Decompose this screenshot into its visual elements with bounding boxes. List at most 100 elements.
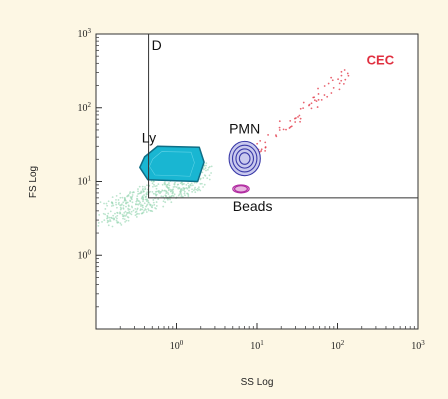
x-tick-label: 102 [331, 339, 345, 352]
debris-point [146, 191, 149, 194]
debris-point [127, 208, 130, 211]
cec-event-point [267, 134, 269, 136]
cec-event-point [278, 120, 281, 123]
debris-point [203, 174, 206, 177]
cec-event-point [302, 107, 305, 110]
debris-point [104, 208, 107, 210]
debris-point [150, 180, 153, 183]
debris-point [108, 216, 111, 219]
debris-point [203, 168, 205, 171]
debris-point [166, 191, 169, 194]
debris-point [144, 188, 146, 191]
cec-event-point [340, 79, 343, 82]
cec-event-point [323, 85, 326, 87]
debris-point [175, 186, 178, 189]
debris-point [124, 215, 127, 217]
debris-point [130, 197, 133, 200]
debris-point [171, 191, 174, 194]
debris-point [142, 187, 144, 190]
debris-point [107, 224, 110, 227]
debris-point [126, 212, 129, 214]
cec-event-point [320, 98, 323, 101]
pmn-population-contour [228, 140, 261, 177]
debris-point [135, 216, 138, 218]
debris-point [112, 204, 115, 207]
debris-point [121, 213, 124, 216]
debris-point [111, 225, 114, 228]
debris-point [152, 192, 155, 195]
debris-point [107, 220, 110, 223]
debris-point [122, 201, 125, 204]
debris-point [127, 205, 130, 208]
debris-point [107, 212, 110, 215]
debris-point [141, 195, 144, 198]
debris-point [122, 215, 125, 218]
debris-point [122, 204, 125, 207]
cec-event-point [346, 72, 349, 75]
cec-event-point [298, 114, 301, 117]
debris-point [138, 185, 141, 188]
debris-point [183, 188, 186, 190]
debris-point [194, 191, 197, 194]
debris-point [151, 204, 154, 207]
debris-point [173, 193, 176, 196]
debris-point [187, 184, 190, 187]
debris-point [205, 169, 207, 172]
debris-point [139, 201, 142, 204]
cec-event-point [332, 86, 335, 89]
beads-population-contour [234, 185, 248, 193]
debris-point [199, 189, 202, 192]
cec-event-point [313, 96, 316, 99]
axis-ticks: 100 101 102 103 100 101 102 103 [78, 27, 426, 352]
debris-point [147, 199, 149, 202]
debris-point [145, 211, 148, 213]
debris-point [178, 186, 180, 189]
debris-point [145, 198, 148, 201]
debris-point [142, 198, 145, 200]
cec-event-point [260, 150, 263, 152]
cec-event-point [338, 82, 341, 85]
debris-point [119, 196, 122, 199]
debris-point [196, 189, 199, 192]
debris-point [160, 195, 163, 198]
debris-point [180, 195, 183, 198]
debris-point [115, 198, 117, 201]
cec-event-point [340, 70, 343, 73]
debris-point [155, 205, 158, 207]
debris-point [188, 189, 190, 192]
debris-point [207, 166, 210, 169]
debris-point [105, 202, 108, 205]
cec-event-point [308, 104, 310, 107]
debris-point [192, 189, 195, 192]
debris-point [131, 194, 134, 196]
debris-point [153, 203, 156, 206]
debris-point [163, 197, 166, 200]
debris-point [129, 212, 132, 215]
cec-event-point [340, 74, 343, 77]
debris-point [123, 218, 126, 221]
debris-point [157, 183, 160, 185]
debris-point [103, 219, 106, 222]
debris-point [145, 192, 148, 195]
debris-point [210, 172, 212, 174]
debris-point [185, 186, 188, 189]
debris-point [152, 185, 154, 188]
debris-point [165, 190, 168, 193]
debris-point [139, 205, 142, 207]
debris-point [124, 199, 127, 202]
cec-event-point [275, 135, 278, 138]
debris-point [169, 198, 171, 201]
debris-point [124, 210, 127, 213]
x-tick-label: 101 [250, 339, 264, 352]
debris-point [136, 203, 139, 206]
debris-point [145, 205, 147, 208]
cec-event-point [293, 117, 296, 120]
debris-point [113, 217, 115, 220]
debris-point [166, 186, 169, 188]
debris-point [115, 219, 118, 222]
debris-point [111, 196, 114, 199]
debris-point [117, 221, 119, 223]
debris-point [97, 224, 100, 227]
debris-point [185, 183, 188, 186]
debris-point [112, 214, 115, 217]
